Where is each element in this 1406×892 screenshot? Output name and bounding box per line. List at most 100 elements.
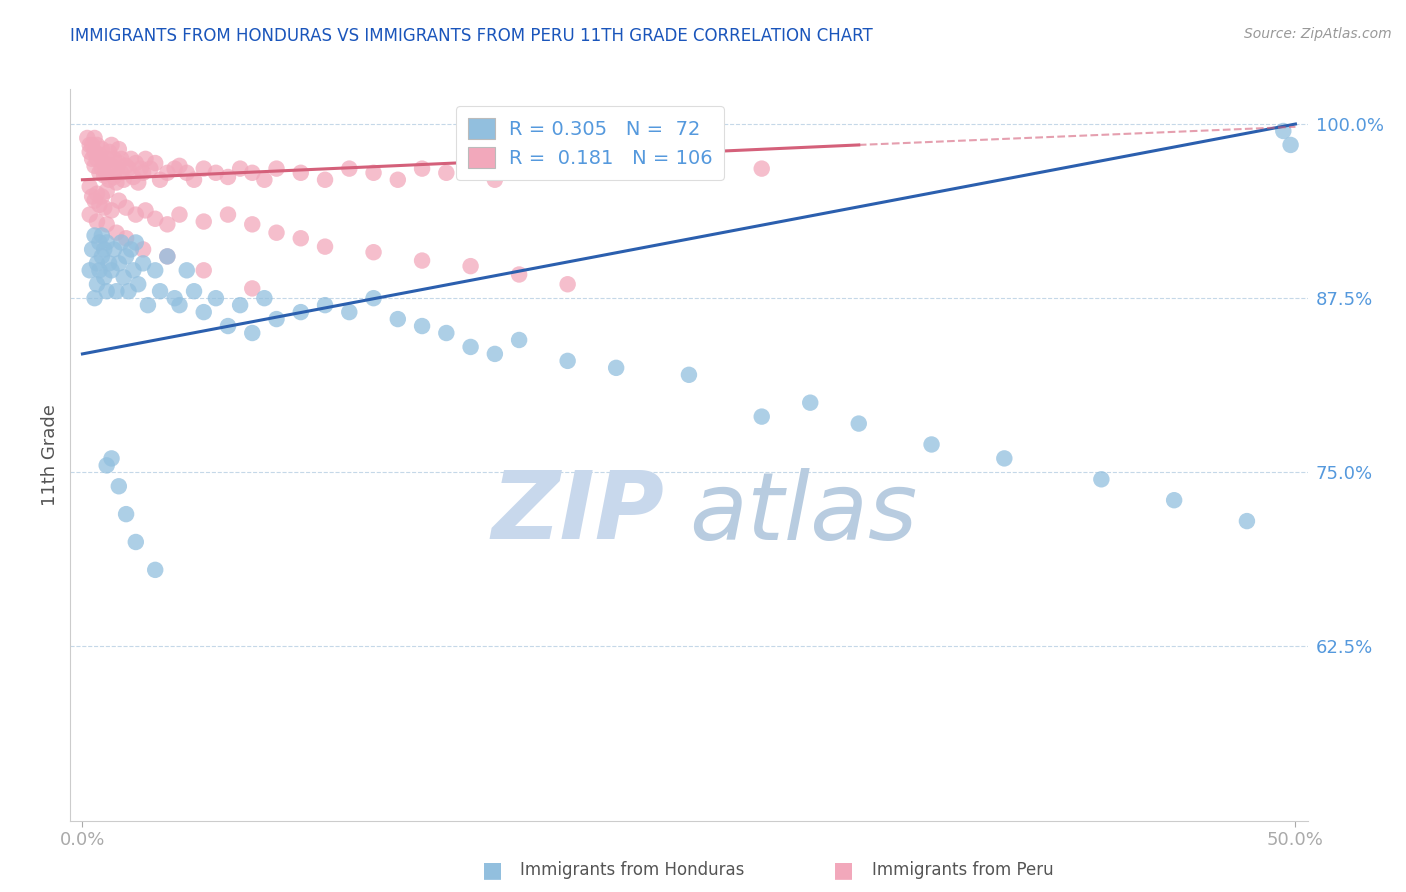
Point [115,249,138,263]
Text: Source: ZipAtlas.com: Source: ZipAtlas.com [1244,27,1392,41]
Point [678,159,700,173]
Point [103,169,125,184]
Point [290,166,312,180]
Point [76,131,98,145]
Point [363,245,385,260]
Point [229,161,252,176]
Point [122,263,145,277]
Point [125,208,148,222]
Point [176,166,198,180]
Point [508,166,530,180]
Point [156,166,179,180]
Point [434,166,457,180]
Point [127,176,149,190]
Point [90,161,112,176]
Point [96,184,118,198]
Point [83,145,105,159]
Point [460,161,482,176]
Point [183,173,205,187]
Point [751,161,773,176]
Point [156,249,179,263]
Point [103,152,125,166]
Point [149,284,172,298]
Point [86,152,108,166]
Point [96,235,118,250]
Point [112,173,135,187]
Point [266,312,288,326]
Point [363,291,385,305]
Point [100,451,122,466]
Point [93,156,115,170]
Point [240,166,263,180]
Point [314,173,336,187]
Point [1272,124,1295,138]
Point [143,563,166,577]
Point [557,277,579,292]
Point [79,263,101,277]
Point [86,137,108,152]
Point [136,298,159,312]
Point [110,166,132,180]
Point [434,326,457,340]
Point [98,173,121,187]
Point [117,161,139,176]
Point [90,142,112,156]
Point [163,161,186,176]
Point [93,201,115,215]
Point [290,231,312,245]
Point [484,347,506,361]
Point [83,131,105,145]
Point [86,277,108,292]
Point [1090,472,1112,486]
Point [86,214,108,228]
Point [115,201,138,215]
Point [337,305,360,319]
Point [96,284,118,298]
Point [266,226,288,240]
Point [105,226,128,240]
Point [115,159,138,173]
Point [90,189,112,203]
Legend: R = 0.305   N =  72, R =  0.181   N = 106: R = 0.305 N = 72, R = 0.181 N = 106 [456,106,724,179]
Point [125,235,148,250]
Point [108,194,131,208]
Point [605,360,627,375]
Point [108,156,131,170]
Text: atlas: atlas [689,468,917,559]
Point [127,277,149,292]
Point [79,208,101,222]
Point [253,291,276,305]
Point [149,173,172,187]
Point [169,159,191,173]
Point [105,284,128,298]
Point [89,235,111,250]
Point [105,161,128,176]
Text: IMMIGRANTS FROM HONDURAS VS IMMIGRANTS FROM PERU 11TH GRADE CORRELATION CHART: IMMIGRANTS FROM HONDURAS VS IMMIGRANTS F… [70,27,873,45]
Point [193,214,215,228]
Point [156,218,179,232]
Point [460,259,482,273]
Point [848,417,870,431]
Point [266,161,288,176]
Point [108,142,131,156]
Point [363,166,385,180]
Point [411,253,433,268]
Point [83,159,105,173]
Point [799,395,821,409]
Point [100,263,122,277]
Point [125,156,148,170]
Point [240,218,263,232]
Point [89,166,111,180]
Point [110,235,132,250]
Point [82,137,104,152]
Point [314,239,336,253]
Point [557,354,579,368]
Point [115,507,138,521]
Point [108,479,131,493]
Point [132,243,155,257]
Point [100,203,122,218]
Point [176,263,198,277]
Point [86,186,108,201]
Point [484,173,506,187]
Point [89,198,111,212]
